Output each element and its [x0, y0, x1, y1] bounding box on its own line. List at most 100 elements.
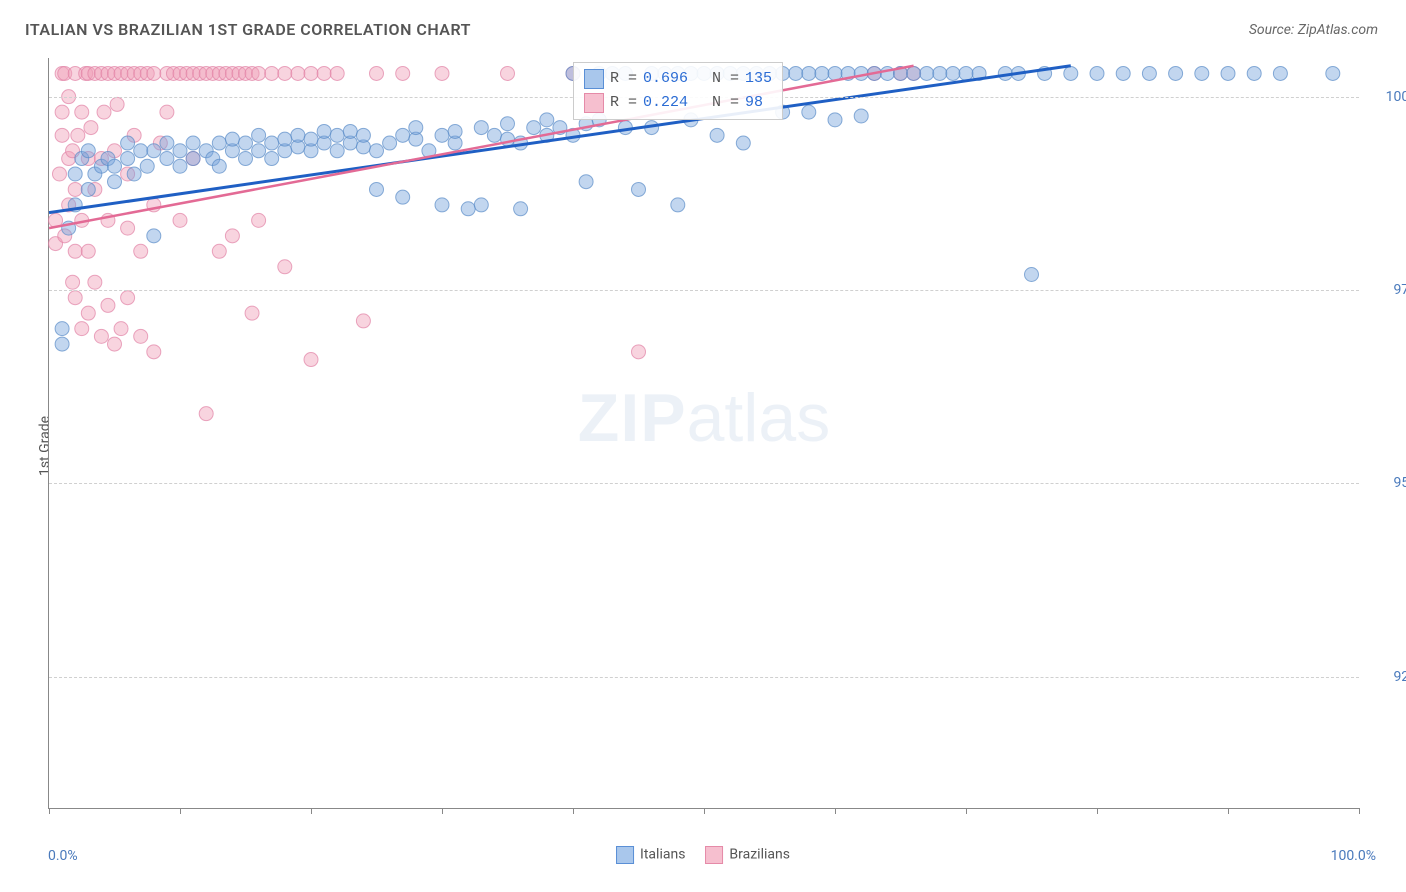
italian-point [959, 66, 973, 80]
italian-point [121, 136, 135, 150]
brazilian-point [278, 260, 292, 274]
legend-swatch [705, 846, 723, 864]
italian-point [409, 121, 423, 135]
italian-point [435, 198, 449, 212]
brazilian-point [75, 322, 89, 336]
italian-point [789, 66, 803, 80]
brazilian-point [147, 66, 161, 80]
stats-n-value: 135 [745, 70, 772, 87]
brazilian-point [108, 337, 122, 351]
brazilian-point [94, 329, 108, 343]
chart-svg [49, 58, 1359, 808]
legend-label: Brazilians [729, 847, 790, 863]
stats-row: R = 0.224 N = 98 [584, 91, 772, 115]
italian-point [933, 66, 947, 80]
y-tick-label: 97.5% [1371, 282, 1406, 298]
brazilian-point [68, 182, 82, 196]
stats-r-value: 0.224 [643, 94, 688, 111]
italian-point [121, 152, 135, 166]
italian-point [828, 113, 842, 127]
italian-point [108, 159, 122, 173]
italian-point [632, 182, 646, 196]
brazilian-point [356, 314, 370, 328]
brazilian-point [134, 329, 148, 343]
brazilian-point [66, 275, 80, 289]
italian-point [1090, 66, 1104, 80]
brazilian-point [84, 121, 98, 135]
italian-point [1221, 66, 1235, 80]
italian-point [239, 136, 253, 150]
x-axis-min-label: 0.0% [48, 848, 78, 864]
italian-point [239, 152, 253, 166]
brazilian-point [304, 353, 318, 367]
italian-point [540, 113, 554, 127]
trend-line [49, 66, 1071, 213]
italian-point [186, 152, 200, 166]
x-tick [1097, 808, 1098, 814]
gridline [49, 677, 1359, 678]
y-tick-label: 100.0% [1371, 89, 1406, 105]
brazilian-point [304, 66, 318, 80]
italian-point [140, 159, 154, 173]
italian-point [1247, 66, 1261, 80]
x-tick [49, 808, 50, 814]
brazilian-point [632, 345, 646, 359]
stats-n-label: N = [694, 70, 739, 87]
chart-title: ITALIAN VS BRAZILIAN 1ST GRADE CORRELATI… [25, 20, 471, 39]
italian-point [1169, 66, 1183, 80]
italian-point [330, 128, 344, 142]
italian-point [356, 128, 370, 142]
italian-point [278, 132, 292, 146]
brazilian-point [501, 66, 515, 80]
brazilian-point [55, 105, 69, 119]
brazilian-point [265, 66, 279, 80]
x-tick [835, 808, 836, 814]
brazilian-point [97, 105, 111, 119]
italian-point [225, 132, 239, 146]
brazilian-point [173, 213, 187, 227]
italian-point [396, 128, 410, 142]
italian-point [1195, 66, 1209, 80]
italian-point [907, 66, 921, 80]
brazilian-point [81, 306, 95, 320]
italian-point [81, 182, 95, 196]
italian-point [1326, 66, 1340, 80]
italian-point [304, 132, 318, 146]
italian-point [252, 144, 266, 158]
italian-point [370, 182, 384, 196]
italian-point [127, 167, 141, 181]
italian-point [461, 202, 475, 216]
italian-point [1064, 66, 1078, 80]
legend: ItaliansBrazilians [616, 846, 790, 864]
italian-point [108, 175, 122, 189]
brazilian-point [68, 291, 82, 305]
x-tick [1359, 808, 1360, 814]
brazilian-point [101, 298, 115, 312]
stats-swatch [584, 69, 604, 89]
x-tick [573, 808, 574, 814]
brazilian-point [121, 291, 135, 305]
x-tick [704, 808, 705, 814]
brazilian-point [147, 345, 161, 359]
x-tick [311, 808, 312, 814]
italian-point [487, 128, 501, 142]
italian-point [1025, 267, 1039, 281]
italian-point [448, 124, 462, 138]
brazilian-point [114, 322, 128, 336]
italian-point [55, 337, 69, 351]
x-tick [442, 808, 443, 814]
brazilian-point [68, 244, 82, 258]
brazilian-point [52, 167, 66, 181]
brazilian-point [199, 407, 213, 421]
stats-n-value: 98 [745, 94, 763, 111]
italian-point [330, 144, 344, 158]
italian-point [265, 152, 279, 166]
brazilian-point [435, 66, 449, 80]
stats-r-value: 0.696 [643, 70, 688, 87]
brazilian-point [330, 66, 344, 80]
italian-point [435, 128, 449, 142]
brazilian-point [110, 97, 124, 111]
italian-point [815, 66, 829, 80]
italian-point [147, 229, 161, 243]
italian-point [147, 144, 161, 158]
